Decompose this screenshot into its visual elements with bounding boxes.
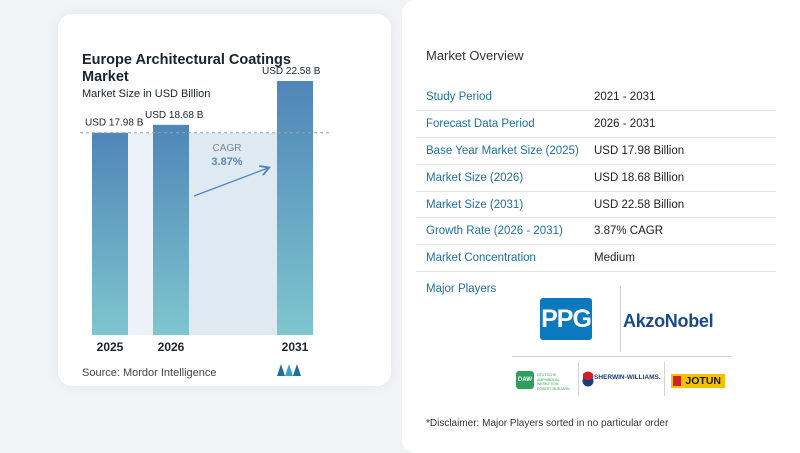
x-tick-label: 2031 [282, 340, 309, 354]
sherwin-williams-logo: SHERWIN-WILLIAMS. [582, 366, 662, 392]
globe-icon [582, 371, 594, 387]
daw-logo: DAW DEUTSCHE AMPHIBOLIN-WERKE VON ROBERT… [516, 371, 570, 391]
overview-row: Base Year Market Size (2025) USD 17.98 Bi… [416, 137, 776, 165]
overview-value: USD 17.98 Billion [594, 137, 776, 165]
overview-value: USD 22.58 Billion [594, 191, 776, 219]
bar-2031 [277, 80, 313, 335]
logo-divider [664, 362, 665, 396]
major-players-title: Major Players [426, 283, 497, 295]
chart-subtitle: Market Size in USD Billion [82, 88, 211, 100]
sherwin-williams-text: SHERWIN-WILLIAMS. [594, 374, 661, 381]
daw-logo-text: DEUTSCHE AMPHIBOLIN-WERKE VON ROBERT MUR… [537, 373, 570, 391]
bar-2025 [92, 132, 128, 335]
logo-divider [512, 356, 732, 357]
overview-row: Study Period 2021 - 2031 [416, 84, 776, 112]
overview-value: 3.87% CAGR [594, 217, 776, 246]
overview-value: Medium [594, 244, 776, 273]
data-label-2026: USD 18.68 B [145, 110, 204, 121]
disclaimer: *Disclaimer: Major Players sorted in no … [426, 418, 669, 429]
overview-row: Growth Rate (2026 - 2031) 3.87% CAGR [416, 217, 776, 246]
source-note: Source: Mordor Intelligence [82, 367, 217, 379]
jotun-text: JOTUN [685, 375, 721, 387]
logo-divider [620, 286, 621, 352]
daw-logo-mark: DAW [516, 371, 534, 389]
jotun-logo: JOTUN [671, 374, 725, 388]
overview-row: Market Size (2031) USD 22.58 Billion [416, 191, 776, 219]
overview-value: 2026 - 2031 [594, 110, 776, 139]
data-label-2031: USD 22.58 B [262, 66, 321, 77]
overview-label: Growth Rate (2026 - 2031) [416, 217, 594, 246]
ppg-logo: PPG [540, 298, 592, 340]
overview-title: Market Overview [426, 48, 524, 63]
cagr-arrow [193, 168, 268, 197]
overview-label: Base Year Market Size (2025) [416, 137, 594, 165]
growth-band [128, 132, 153, 335]
overview-value: USD 18.68 Billion [594, 164, 776, 192]
mordor-intelligence-logo-icon [277, 364, 301, 376]
akzonobel-logo: AkzoNobel [623, 311, 714, 331]
overview-label: Forecast Data Period [416, 110, 594, 139]
logo-divider [578, 362, 579, 396]
x-tick-label: 2025 [97, 340, 124, 354]
overview-label: Study Period [416, 84, 594, 112]
overview-row: Forecast Data Period 2026 - 2031 [416, 110, 776, 139]
cagr-value: 3.87% [211, 156, 242, 168]
jotun-mark-icon [673, 376, 681, 386]
overview-label: Market Size (2026) [416, 164, 594, 192]
overview-row: Market Concentration Medium [416, 244, 776, 273]
overview-row: Market Size (2026) USD 18.68 Billion [416, 164, 776, 192]
overview-label: Market Size (2031) [416, 191, 594, 219]
cagr-label: CAGR [213, 143, 242, 154]
overview-value: 2021 - 2031 [594, 84, 776, 112]
overview-label: Market Concentration [416, 244, 594, 273]
bar-2026 [153, 124, 189, 335]
data-label-2025: USD 17.98 B [85, 118, 144, 129]
overview-table: Study Period 2021 - 2031 Forecast Data Pe… [416, 84, 776, 273]
x-tick-label: 2026 [158, 340, 185, 354]
chart-title: Europe Architectural Coatings Market [82, 52, 291, 85]
